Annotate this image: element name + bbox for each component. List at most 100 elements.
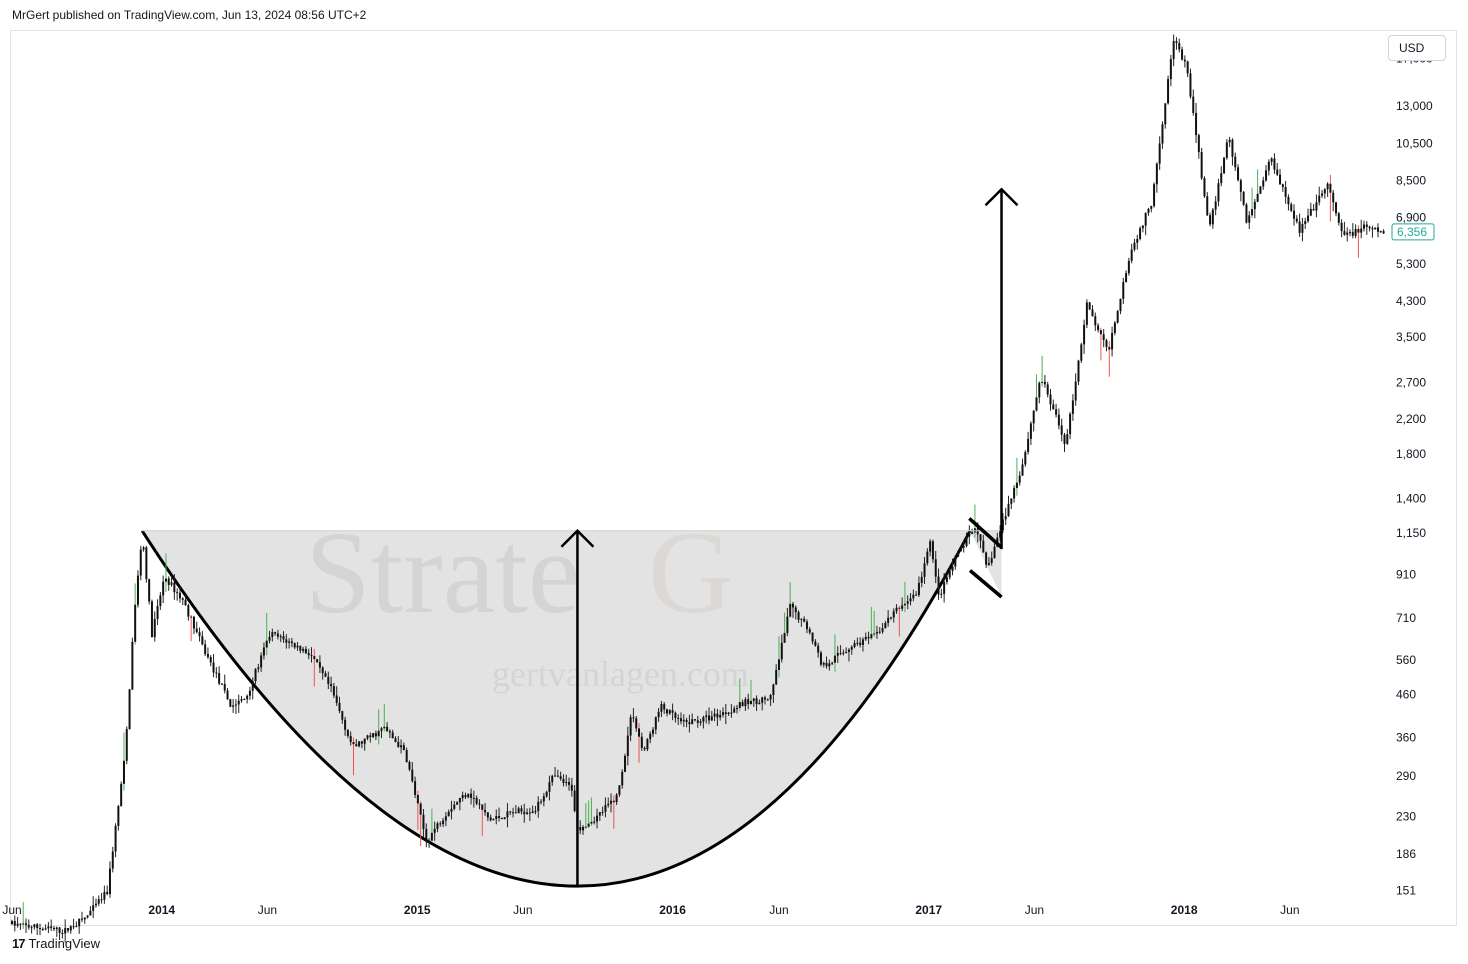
candle-body <box>915 594 918 596</box>
candle-body <box>990 558 993 563</box>
candle-body <box>721 712 724 715</box>
candle-body <box>797 612 800 620</box>
candle-body <box>201 636 204 645</box>
candle-body <box>75 926 78 928</box>
candle-body <box>685 719 688 723</box>
candle-body <box>229 699 232 707</box>
candle-body <box>674 712 677 719</box>
footer: 17 TradingView <box>12 936 100 951</box>
candle-body <box>1108 346 1111 350</box>
candle-body <box>92 905 95 911</box>
candle-body <box>450 808 453 812</box>
candle-body <box>64 928 67 934</box>
x-tick-label: Jun <box>1280 903 1299 917</box>
candle-body <box>260 655 263 668</box>
candle-body <box>478 803 481 805</box>
y-tick-label: 10,500 <box>1396 137 1433 151</box>
candle-body <box>769 695 772 700</box>
candle-body <box>657 711 660 718</box>
candle-body <box>246 695 249 700</box>
candle-body <box>142 547 145 550</box>
candle-body <box>971 532 974 535</box>
candle-body <box>573 790 576 811</box>
candle-body <box>1223 157 1226 174</box>
candle-body <box>433 828 436 833</box>
handle-upper-line <box>968 517 1003 549</box>
candle-body <box>638 728 641 737</box>
watermark-url: gertvanlagen.com <box>492 654 749 694</box>
candle-body <box>1253 201 1256 210</box>
candle-body <box>814 641 817 646</box>
candle-body <box>556 775 559 777</box>
candle-body <box>1127 260 1130 274</box>
candle-body <box>780 642 783 660</box>
candle-body <box>204 644 207 655</box>
candle-body <box>906 601 909 604</box>
candle-body <box>78 918 81 927</box>
candle-body <box>103 891 106 900</box>
candle-body <box>36 924 39 929</box>
candle-body <box>749 700 752 705</box>
candle-body <box>195 628 198 633</box>
candle-body <box>707 715 710 721</box>
candle-body <box>845 651 848 653</box>
candle-body <box>234 704 237 706</box>
candle-body <box>453 804 456 809</box>
candle-body <box>842 652 845 654</box>
candle-body <box>16 923 19 926</box>
candle-body <box>372 733 375 738</box>
candle-body <box>733 708 736 713</box>
candle-body <box>805 621 808 630</box>
candle-body <box>1251 209 1254 216</box>
candle-body <box>1293 210 1296 219</box>
candle-body <box>288 641 291 643</box>
candle-body <box>694 719 697 721</box>
candle-body <box>402 745 405 751</box>
candle-body <box>1217 183 1220 202</box>
candle-body <box>822 662 825 665</box>
candle-body <box>931 541 934 560</box>
candle-body <box>1041 381 1044 383</box>
candle-body <box>117 806 120 826</box>
candle-body <box>1122 282 1125 299</box>
candle-body <box>1080 344 1083 361</box>
last-price-box <box>1391 223 1435 241</box>
candle-body <box>957 551 960 557</box>
candle-body <box>545 791 548 797</box>
candle-body <box>344 719 347 730</box>
candle-body <box>772 684 775 696</box>
candle-body <box>215 672 218 674</box>
candle-body <box>993 546 996 559</box>
candle-body <box>640 736 643 748</box>
candle-body <box>83 917 86 920</box>
candle-body <box>164 578 167 582</box>
currency-selector[interactable]: USD <box>1388 35 1446 61</box>
candle-body <box>307 652 310 656</box>
candle-body <box>1155 163 1158 185</box>
candle-body <box>668 710 671 714</box>
candle-body <box>1164 103 1167 125</box>
candle-body <box>870 634 873 639</box>
candle-body <box>934 559 937 577</box>
candle-body <box>1071 400 1074 414</box>
candle-body <box>755 698 758 705</box>
candle-body <box>94 903 97 906</box>
candle-body <box>1178 42 1181 50</box>
candle-body <box>176 592 179 594</box>
candle-body <box>1085 302 1088 325</box>
candle-body <box>903 603 906 606</box>
candle-body <box>624 755 627 772</box>
candle-body <box>400 745 403 748</box>
candle-body <box>430 832 433 841</box>
y-tick-label: 230 <box>1396 810 1416 824</box>
candle-body <box>861 639 864 645</box>
candle-body <box>568 781 571 785</box>
candle-body <box>940 593 943 595</box>
candle-body <box>444 816 447 821</box>
candle-body <box>1004 516 1007 520</box>
candle-body <box>61 932 64 934</box>
candle-body <box>13 921 16 926</box>
y-tick-label: 710 <box>1396 611 1416 625</box>
candle-body <box>1295 218 1298 222</box>
